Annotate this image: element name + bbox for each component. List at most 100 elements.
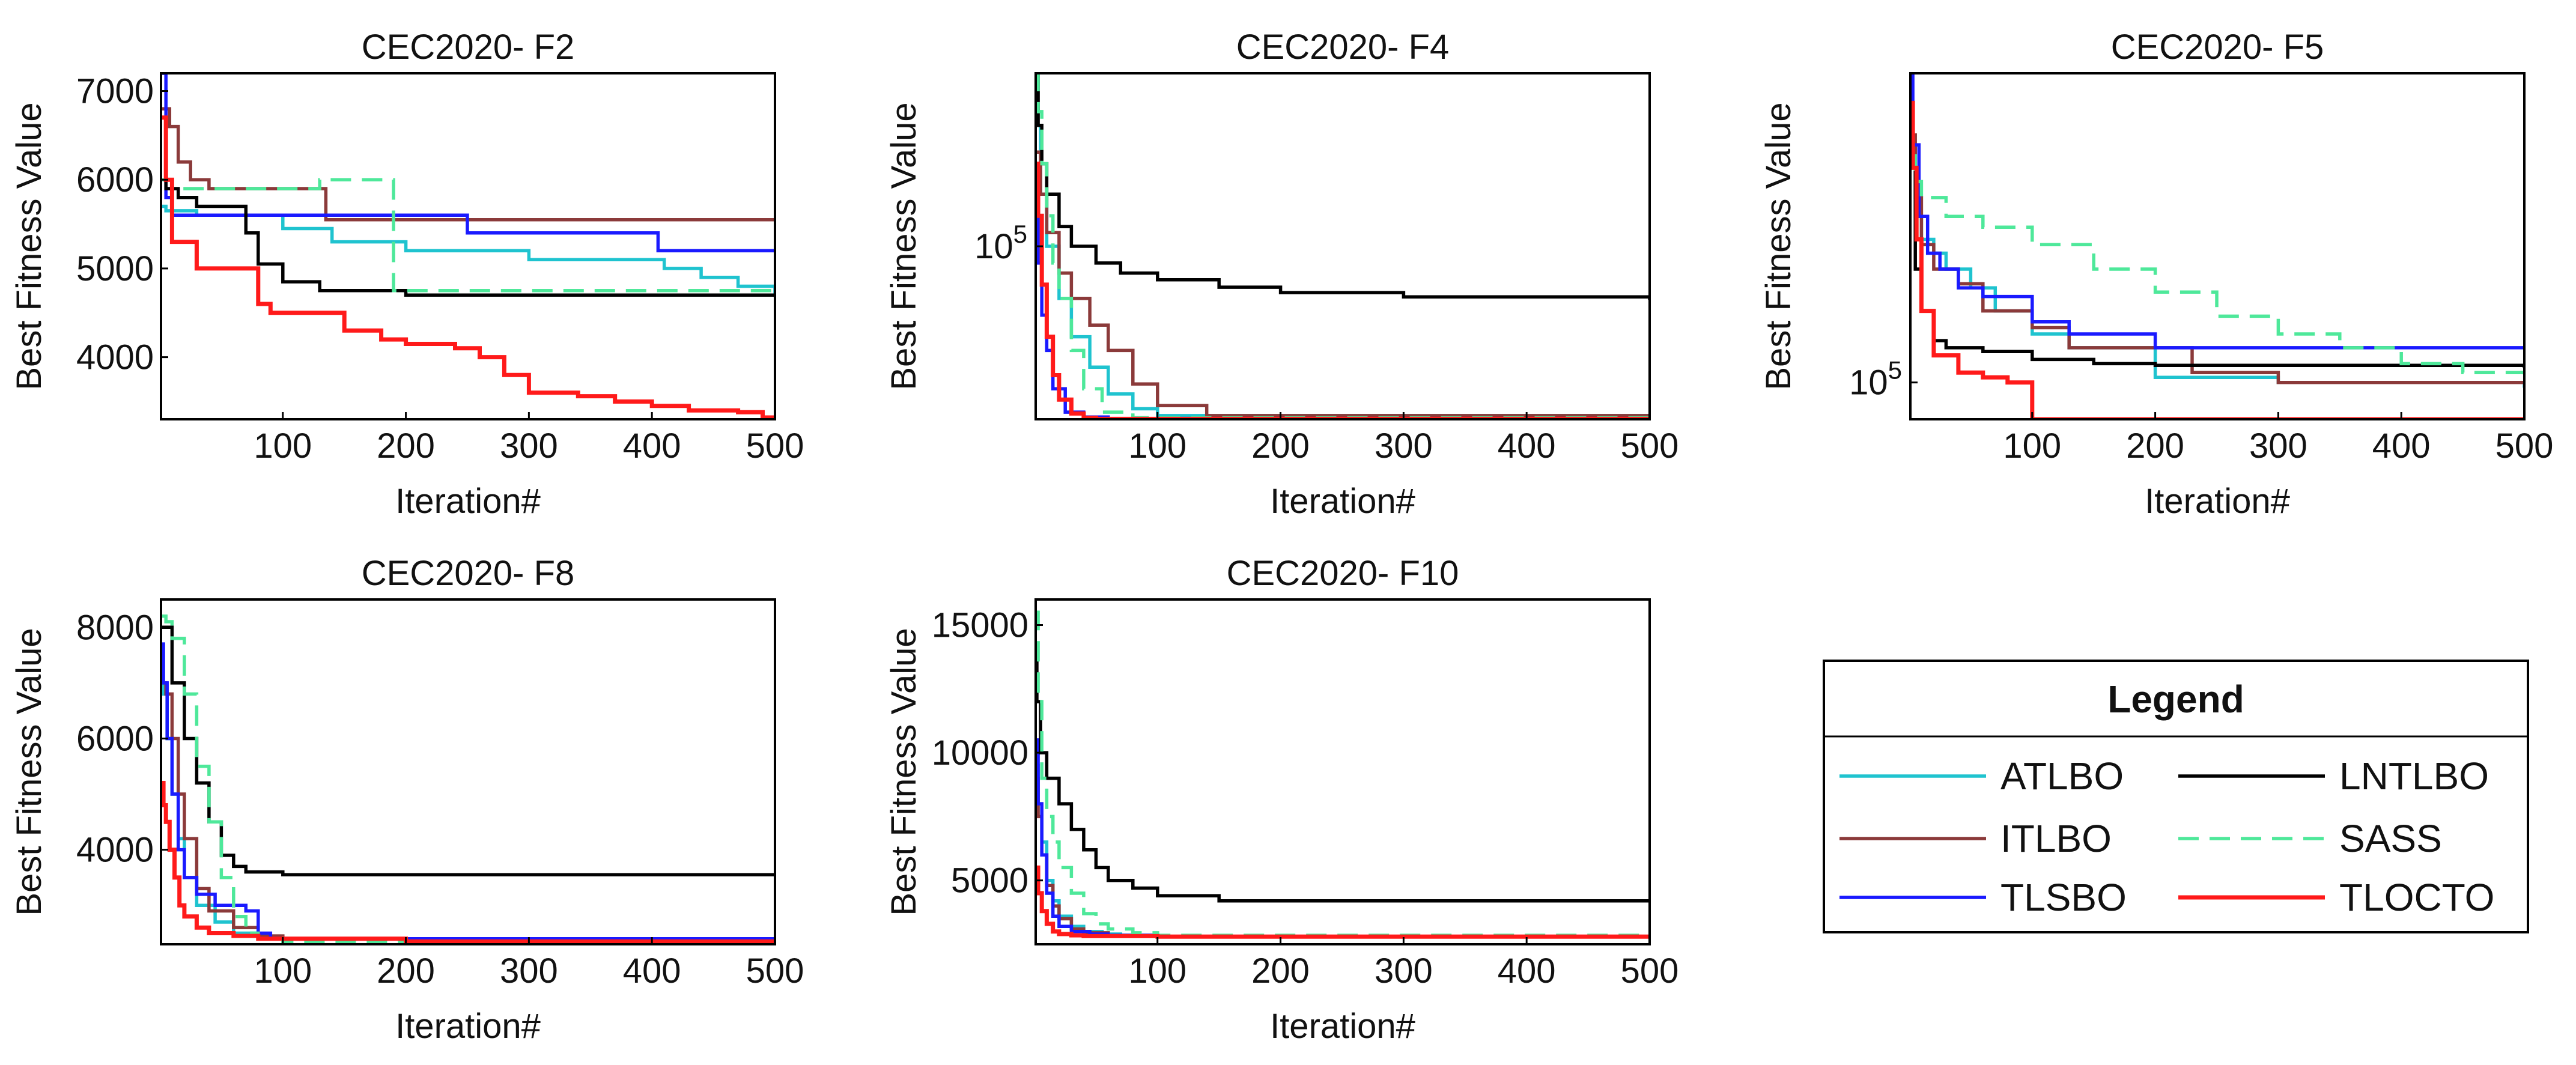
x-tick-label: 100	[2003, 426, 2061, 466]
x-tick-label: 300	[500, 951, 558, 991]
chart-panel-2: 100 200 300 400 500 105 CEC2020- F4 Iteration# B…	[884, 28, 1678, 521]
legend-box	[1823, 660, 2529, 933]
x-tick-label: 500	[1621, 951, 1679, 991]
x-tick-label: 100	[254, 951, 312, 991]
series-line-tlocto	[1910, 100, 2524, 419]
plot-frame	[160, 598, 776, 945]
series-line-atlbo	[1036, 763, 1650, 938]
series-line-lntlbo	[1036, 649, 1650, 903]
chart-panel-5: 100 200 300 400 500 5000 10000 15000 CEC2020- F1…	[884, 554, 1678, 1046]
legend-label-tlocto: TLOCTO	[2339, 876, 2494, 919]
legend-label-itlbo: ITLBO	[2000, 817, 2112, 860]
series-line-tlsbo	[1036, 738, 1650, 938]
series-line-lntlbo	[1910, 166, 2524, 368]
plot-frame	[1034, 72, 1651, 420]
x-tick-label: 400	[623, 426, 681, 466]
x-tick-label: 300	[2249, 426, 2307, 466]
x-tick-label: 200	[1251, 951, 1310, 991]
series-line-tlsbo	[1036, 214, 1650, 419]
plot-frame	[1909, 72, 2526, 420]
series-line-atlbo	[161, 204, 775, 296]
series-group	[1036, 73, 1650, 419]
series-group	[161, 73, 775, 419]
chart-panel-1: 100 200 300 400 500 4000 5000 6000 7000 CEC2020- …	[10, 28, 804, 521]
y-axis-label: Best Fitness Value	[10, 628, 49, 915]
legend-label-sass: SASS	[2339, 817, 2442, 860]
y-tick-label: 8000	[76, 608, 154, 647]
x-tick-label: 400	[2372, 426, 2431, 466]
y-axis-label: Best Fitness Value	[10, 102, 49, 390]
series-line-lntlbo	[161, 178, 775, 297]
x-tick-label: 300	[500, 426, 558, 466]
x-tick-label: 400	[623, 951, 681, 991]
series-line-tlocto	[161, 781, 775, 944]
x-tick-label: 400	[1498, 951, 1556, 991]
y-axis-label: Best Fitness Value	[884, 628, 923, 915]
chart-panel-4: 100 200 300 400 500 4000 6000 8000 CEC2020- F8 It…	[10, 554, 804, 1046]
series-line-itlbo	[161, 107, 775, 222]
series-line-lntlbo	[1036, 73, 1650, 300]
series-line-sass	[161, 178, 775, 294]
series-line-itlbo	[1910, 133, 2524, 384]
series-line-tlocto	[1036, 162, 1650, 419]
series-group	[1036, 610, 1650, 939]
series-line-itlbo	[1036, 776, 1650, 938]
x-tick-label: 400	[1498, 426, 1556, 466]
x-tick-label: 300	[1375, 426, 1433, 466]
x-axis-label: Iteration#	[1270, 1007, 1415, 1046]
series-line-tlsbo	[161, 642, 775, 941]
chart-title: CEC2020- F2	[362, 28, 575, 67]
x-tick-label: 500	[2496, 426, 2554, 466]
x-tick-label: 200	[377, 426, 435, 466]
y-tick-label: 15000	[932, 606, 1028, 645]
y-axis-label: Best Fitness Value	[1759, 102, 1798, 390]
series-line-tlsbo	[161, 73, 775, 253]
series-line-itlbo	[161, 681, 775, 941]
x-tick-label: 100	[254, 426, 312, 466]
series-line-lntlbo	[161, 625, 775, 877]
y-tick-label: 7000	[76, 72, 154, 111]
x-tick-label: 200	[2126, 426, 2184, 466]
y-tick-label: 6000	[76, 160, 154, 199]
x-tick-label: 100	[1128, 426, 1186, 466]
chart-panel-3: 100 200 300 400 500 105 CEC2020- F5 Iteration# B…	[1759, 28, 2553, 521]
x-axis-label: Iteration#	[395, 1007, 541, 1046]
x-tick-label: 200	[377, 951, 435, 991]
series-line-itlbo	[1036, 150, 1650, 419]
legend-title: Legend	[2107, 678, 2244, 721]
x-tick-label: 500	[746, 426, 804, 466]
chart-title: CEC2020- F8	[362, 554, 575, 593]
series-line-tlocto	[1036, 865, 1650, 939]
y-tick-label: 10000	[932, 733, 1028, 772]
x-axis-label: Iteration#	[1270, 482, 1415, 521]
plot-frame	[1034, 598, 1651, 945]
chart-title: CEC2020- F10	[1227, 554, 1459, 593]
legend-label-lntlbo: LNTLBO	[2339, 754, 2489, 798]
legend-label-atlbo: ATLBO	[2000, 754, 2124, 798]
y-axis-label: Best Fitness Value	[884, 102, 923, 390]
chart-title: CEC2020- F4	[1236, 28, 1450, 67]
x-tick-label: 300	[1375, 951, 1433, 991]
series-line-sass	[1036, 610, 1650, 937]
legend: Legend ATLBO LNTLBO ITLBO SASS TLSBO TLOCTO	[1823, 660, 2529, 933]
series-line-tlocto	[161, 115, 775, 419]
series-line-sass	[1910, 154, 2524, 378]
series-line-sass	[161, 614, 775, 944]
x-tick-label: 200	[1251, 426, 1310, 466]
x-tick-label: 500	[1621, 426, 1679, 466]
y-tick-label: 6000	[76, 719, 154, 758]
y-tick-label: 4000	[76, 338, 154, 377]
x-axis-label: Iteration#	[395, 482, 541, 521]
plot-frame	[160, 72, 776, 420]
x-tick-label: 500	[746, 951, 804, 991]
y-tick-label: 5000	[951, 861, 1028, 900]
y-tick-label: 5000	[76, 249, 154, 288]
series-group	[161, 614, 775, 944]
series-line-atlbo	[161, 681, 775, 941]
y-tick-label: 4000	[76, 831, 154, 870]
legend-label-tlsbo: TLSBO	[2000, 876, 2127, 919]
y-tick-label: 105	[974, 220, 1027, 266]
series-line-sass	[1036, 73, 1650, 419]
series-line-tlsbo	[1910, 73, 2524, 350]
